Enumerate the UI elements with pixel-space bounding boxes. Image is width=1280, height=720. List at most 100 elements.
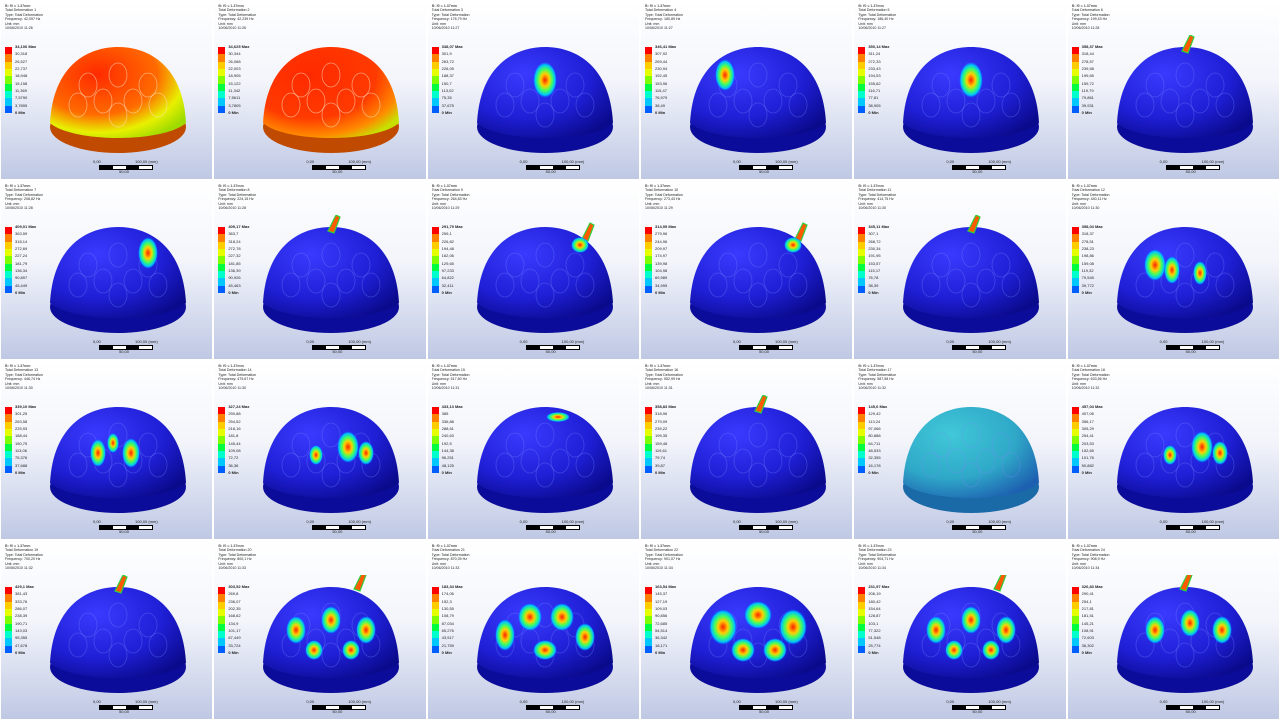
model-view[interactable] [43,575,193,700]
drum-model[interactable] [256,215,406,340]
legend-value: 218,16 [228,425,241,431]
mode-panel[interactable]: B: f0 = 1.37mm Total Deformation 10 Type: … [641,181,853,359]
model-view[interactable] [470,575,620,700]
mode-panel[interactable]: B: f0 = 1.37mm Total Deformation 24 Type: … [1067,541,1279,719]
mode-panel[interactable]: B: f0 = 1.37mm Total Deformation 8 Type: T… [214,181,426,359]
model-view[interactable] [1110,215,1260,340]
header-line: Frequency: 264,83 Hz [431,197,468,202]
tone-field [931,72,951,98]
mode-panel[interactable]: B: f0 = 1.37mm Total Deformation 13 Type: … [1,361,213,539]
mode-panel[interactable]: B: f0 = 1.37mm Total Deformation 5 Type: T… [854,1,1066,179]
scale-ruler [312,345,367,350]
mode-panel[interactable]: B: f0 = 1.37mm Total Deformation 22 Type: … [641,541,853,719]
drum-model[interactable] [43,35,193,160]
mode-panel[interactable]: B: f0 = 1.37mm Total Deformation 15 Type: … [427,361,639,539]
drum-model[interactable] [896,575,1046,700]
model-view[interactable] [1110,575,1260,700]
mode-panel[interactable]: B: f0 = 1.37mm Total Deformation 12 Type: … [1067,181,1279,359]
drum-model[interactable] [470,35,620,160]
model-view[interactable] [43,35,193,160]
drum-model[interactable] [256,35,406,160]
model-view[interactable] [683,215,833,340]
legend-value: 236,07 [228,598,241,604]
drum-model[interactable] [43,575,193,700]
model-view[interactable] [896,575,1046,700]
drum-model[interactable] [256,395,406,520]
drum-model[interactable] [683,575,833,700]
model-view[interactable] [896,215,1046,340]
header-line: 10/06/2010 11:32 [858,386,887,391]
mode-panel[interactable]: B: f0 = 1.37mm Total Deformation 9 Type: T… [427,181,639,359]
drum-model[interactable] [1110,395,1260,520]
legend-value: 279,96 [655,231,668,237]
tone-field [123,88,143,114]
tone-field [550,268,570,294]
legend-value: 0 Min [1081,469,1092,475]
model-view[interactable] [683,35,833,160]
legend-value: 0 Min [1081,289,1092,295]
tone-field [321,462,341,488]
deformation-hotspot [337,431,360,463]
tone-field [931,252,951,278]
drum-model[interactable] [1110,215,1260,340]
drum-model[interactable] [683,35,833,160]
model-view[interactable] [683,575,833,700]
model-view[interactable] [256,395,406,520]
tone-field [108,642,128,668]
drum-model[interactable] [896,35,1046,160]
model-view[interactable] [470,215,620,340]
mode-panel[interactable]: B: f0 = 1.37mm Total Deformation 23 Type: … [854,541,1066,719]
model-view[interactable] [470,35,620,160]
scale-label: 0,00 [946,339,955,344]
drum-model[interactable] [470,215,620,340]
drum-model[interactable] [896,395,1046,520]
mode-panel[interactable]: B: f0 = 1.37mm Total Deformation 21 Type: … [427,541,639,719]
tone-field [321,642,341,668]
mode-panel[interactable]: B: f0 = 1.37mm Total Deformation 2 Type: T… [214,1,426,179]
mode-panel[interactable]: B: f0 = 1.37mm Total Deformation 16 Type: … [641,361,853,539]
drum-model[interactable] [470,575,620,700]
drum-model[interactable] [896,215,1046,340]
model-view[interactable] [1110,35,1260,160]
legend-value: 209,97 [655,245,668,251]
header-line: B: f0 = 1.37mm [218,544,244,548]
legend-value: 79,861 [1081,95,1094,101]
drum-model[interactable] [256,575,406,700]
color-legend: 338,07 Max 301,9 263,72 226,05 188,37 150,7 11… [431,45,492,115]
mode-panel[interactable]: B: f0 = 1.37mm Total Deformation 19 Type: … [1,541,213,719]
model-view[interactable] [256,215,406,340]
drum-model[interactable] [683,395,833,520]
model-view[interactable] [683,395,833,520]
legend-value: 150,7 [441,80,452,86]
drum-model[interactable] [43,395,193,520]
drum-model[interactable] [43,215,193,340]
drum-model[interactable] [1110,575,1260,700]
model-view[interactable] [1110,395,1260,520]
drum-model[interactable] [1110,35,1260,160]
model-view[interactable] [256,575,406,700]
legend-value: 153,96 [655,80,668,86]
mode-panel[interactable]: B: f0 = 1.37mm Total Deformation 3 Type: T… [427,1,639,179]
model-view[interactable] [896,395,1046,520]
mode-panel[interactable]: B: f0 = 1.37mm Total Deformation 18 Type: … [1067,361,1279,539]
legend-value: 0 Min [441,289,452,295]
model-view[interactable] [896,35,1046,160]
mode-panel[interactable]: B: f0 = 1.37mm Total Deformation 11 Type: … [854,181,1066,359]
mode-panel[interactable]: B: f0 = 1.37mm Total Deformation 4 Type: T… [641,1,853,179]
mode-panel[interactable]: B: f0 = 1.37mm Total Deformation 6 Type: T… [1067,1,1279,179]
mode-panel[interactable]: B: f0 = 1.37mm Total Deformation 17 Type: … [854,361,1066,539]
model-view[interactable] [256,35,406,160]
mode-panel[interactable]: B: f0 = 1.37mm Total Deformation 14 Type: … [214,361,426,539]
model-view[interactable] [43,395,193,520]
model-view[interactable] [470,395,620,520]
drum-model[interactable] [683,215,833,340]
header-line: 10/06/2010 11:28 [5,206,33,211]
scale-label: 50,00 [545,709,556,714]
mode-panel[interactable]: B: f0 = 1.37mm Total Deformation 7 Type: T… [1,181,213,359]
mode-panel[interactable]: B: f0 = 1.37mm Total Deformation 1 Type: T… [1,1,213,179]
tone-field [351,252,371,278]
model-view[interactable] [43,215,193,340]
mode-panel[interactable]: B: f0 = 1.37mm Total Deformation 20 Type: … [214,541,426,719]
drum-model[interactable] [470,395,620,520]
tone-field [321,422,341,448]
